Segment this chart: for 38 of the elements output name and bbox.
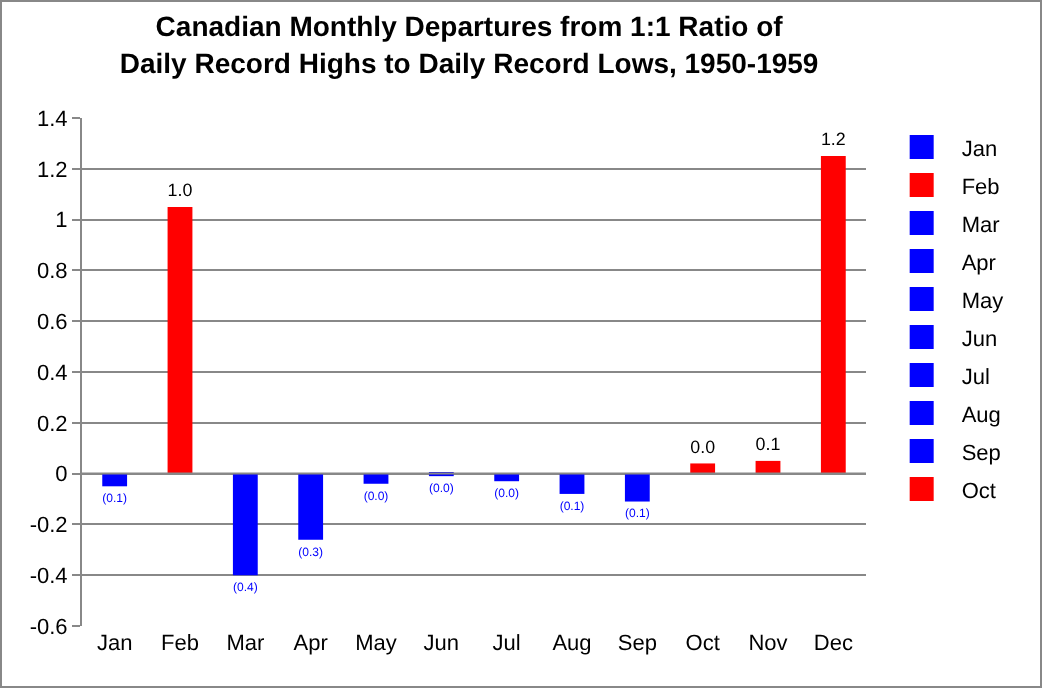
y-tick-label: -0.6 xyxy=(29,615,68,640)
data-label: 1.0 xyxy=(167,180,193,201)
data-label: 0.0 xyxy=(690,436,716,457)
y-tick-label: 0.2 xyxy=(37,412,68,437)
legend-label: Apr xyxy=(961,251,997,276)
x-tick-label: Jul xyxy=(492,632,521,656)
y-tick-label: 0.8 xyxy=(37,260,68,285)
legend-label: Feb xyxy=(961,175,1000,200)
y-tick-label: 0.4 xyxy=(37,361,68,386)
legend-label: Jan xyxy=(961,137,998,162)
legend-label: Sep xyxy=(961,441,1001,466)
legend-label: Jun xyxy=(961,327,998,352)
x-tick-label: Mar xyxy=(226,632,265,656)
legend-label: Jul xyxy=(961,365,990,390)
x-tick-label: Jan xyxy=(96,632,133,656)
data-label: 0.1 xyxy=(755,434,781,455)
x-tick-label: Jun xyxy=(423,632,460,656)
y-tick-label: -0.2 xyxy=(29,514,68,539)
x-tick-label: Sep xyxy=(617,632,657,656)
x-tick-label: Nov xyxy=(748,632,789,656)
x-tick-label: Oct xyxy=(685,632,720,656)
y-tick-label: 1.4 xyxy=(37,107,68,132)
x-tick-label: Feb xyxy=(161,632,199,656)
legend-label: Oct xyxy=(961,479,996,504)
y-tick-label: 1.2 xyxy=(37,158,68,183)
chart-title: Canadian Monthly Departures from 1:1 Ratio of Daily Record Highs to Daily Record Lows, 1950-1959 xyxy=(119,10,819,79)
legend-label: Mar xyxy=(961,213,1001,238)
x-tick-label: Aug xyxy=(552,632,592,656)
x-tick-label: May xyxy=(355,632,398,656)
legend-label: May xyxy=(961,289,1005,314)
y-tick-label: -0.4 xyxy=(29,564,68,589)
legend-label: Aug xyxy=(961,403,1001,428)
y-tick-label: 1 xyxy=(55,209,68,234)
x-tick-label: Dec xyxy=(813,632,854,656)
data-label: 1.2 xyxy=(820,129,846,150)
y-tick-label: 0.6 xyxy=(37,310,68,335)
x-tick-label: Apr xyxy=(293,632,329,656)
y-tick-label: 0 xyxy=(55,463,68,488)
